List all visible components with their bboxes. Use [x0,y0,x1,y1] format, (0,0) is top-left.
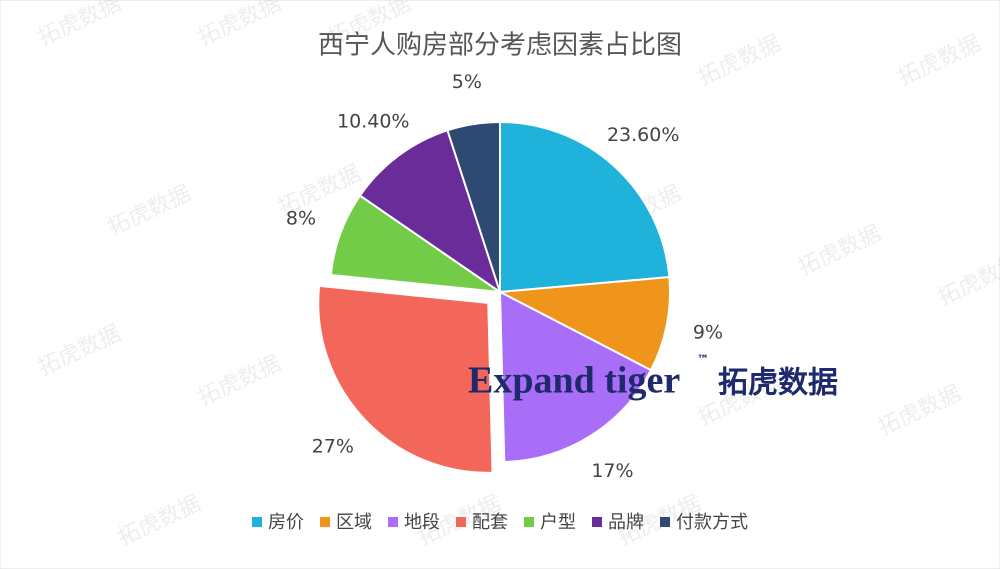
chart-title: 西宁人购房部分考虑因素占比图 [318,31,682,61]
legend-swatch [320,517,330,527]
data-label: 5% [452,71,482,93]
legend-swatch [592,517,602,527]
legend-swatch [660,517,670,527]
data-label: 10.40% [337,111,409,133]
data-label: 23.60% [607,124,679,146]
pie-slice [446,120,501,293]
pie-slice [358,129,502,295]
pie-slice [317,284,494,474]
data-label: 17% [591,460,633,482]
legend-swatch [388,517,398,527]
pie-slice [498,290,653,463]
legend: 房价 区域 地段 配套 户型 品牌 付款方式 [252,512,748,533]
brand-cn: 拓虎数据 [718,366,838,401]
brand-watermark: Expand tiger ™ 拓虎数据 [468,353,838,402]
pie-slice [499,120,671,294]
legend-label: 房价 [268,512,304,533]
brand-text: Expand tiger [468,360,680,402]
data-label: 27% [312,436,354,458]
legend-label: 品牌 [608,512,644,533]
brand-tm: ™ [697,353,709,367]
data-label: 9% [693,322,723,344]
legend-label: 配套 [472,512,508,533]
legend-label: 付款方式 [676,512,748,533]
pie-slice [496,275,671,372]
legend-swatch [252,517,262,527]
data-label: 8% [286,207,316,229]
legend-label: 户型 [540,512,576,533]
legend-swatch [456,517,466,527]
pie: 23.60% 9% 17% 27% 8% 10.40% 5% [286,71,723,482]
legend-label: 区域 [336,512,372,533]
legend-label: 地段 [404,512,440,533]
legend-swatch [524,517,534,527]
